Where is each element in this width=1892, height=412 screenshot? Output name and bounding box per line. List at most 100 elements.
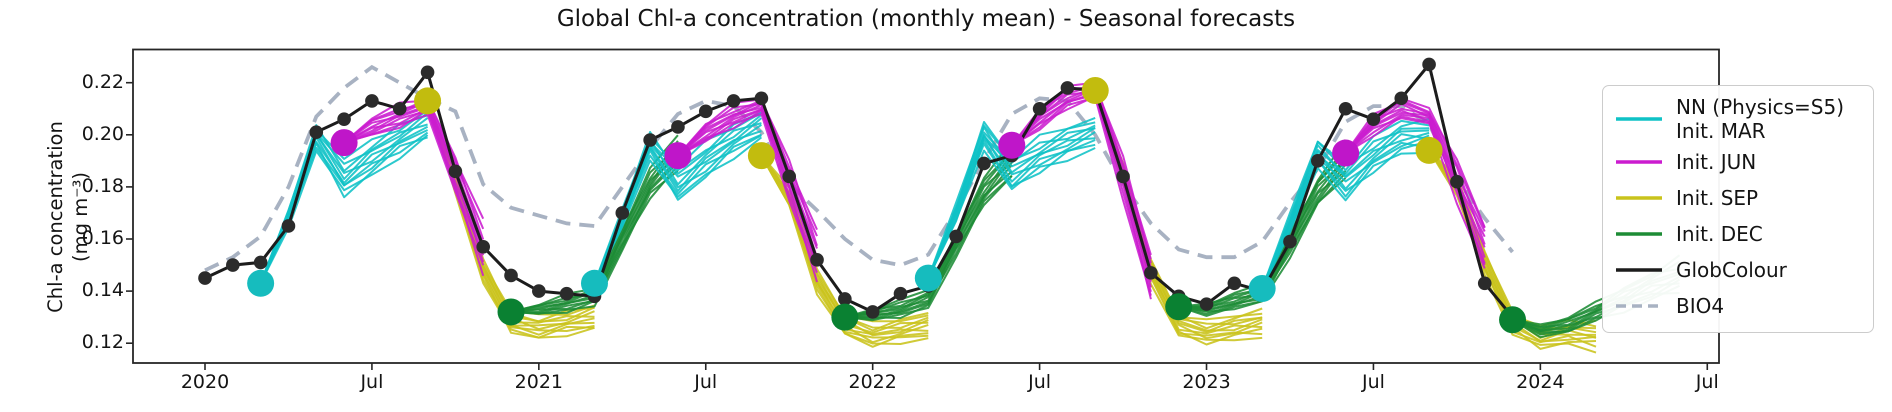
globcolour-marker (559, 286, 574, 301)
globcolour-marker (671, 120, 685, 134)
globcolour-marker (1450, 174, 1464, 189)
init-dot-init-jun (998, 131, 1026, 159)
forecast-member-init-dec (844, 174, 1013, 322)
globcolour-marker (1283, 234, 1297, 249)
init-dot-init-dec (497, 298, 525, 326)
globcolour-marker (1116, 169, 1130, 184)
forecast-member-init-jun (1011, 88, 1152, 288)
forecast-member-init-jun (343, 104, 485, 252)
init-dot-init-jun (330, 129, 358, 157)
forecast-member-init-jun (1011, 85, 1152, 264)
globcolour-marker (337, 112, 351, 126)
globcolour-marker (476, 240, 491, 254)
legend-label: Init. SEP (1676, 186, 1759, 210)
legend-entry: Init. DEC (1615, 216, 1863, 252)
init-dot-init-jun (664, 142, 692, 170)
globcolour-marker (504, 268, 518, 283)
y-tick-label: 0.20 (81, 122, 124, 145)
y-tick-label: 0.12 (81, 331, 124, 354)
forecast-member-init-mar (259, 134, 429, 284)
globcolour-marker (1394, 91, 1409, 106)
legend-label: Init. JUN (1676, 150, 1757, 174)
x-tick-label: Jul (1361, 371, 1385, 393)
legend-entry: GlobColour (1615, 252, 1863, 288)
globcolour-marker (420, 65, 435, 80)
forecast-member-init-jun (1011, 81, 1152, 256)
globcolour-marker (726, 94, 741, 108)
x-tick-label: 2023 (1182, 371, 1231, 393)
globcolour-marker (309, 125, 324, 139)
forecast-member-init-jun (1011, 96, 1152, 296)
init-dot-init-sep (1415, 136, 1443, 164)
forecast-member-init-mar (1261, 119, 1430, 289)
globcolour-marker (1199, 297, 1214, 311)
init-dot-init-dec (831, 303, 859, 331)
chart-title: Global Chl-a concentration (monthly mean… (556, 6, 1296, 32)
legend-label: BIO4 (1676, 294, 1725, 318)
x-tick-label: Jul (360, 371, 384, 393)
init-dot-init-mar (914, 264, 942, 292)
globcolour-marker (1227, 276, 1242, 291)
x-tick-label: 2020 (180, 371, 230, 393)
globcolour-marker (1477, 276, 1492, 291)
y-tick-label: 0.16 (81, 227, 124, 249)
globcolour-marker (198, 271, 212, 285)
globcolour-marker (977, 156, 991, 171)
x-tick-label: 2024 (1516, 371, 1565, 393)
legend-entry: Init. JUN (1615, 144, 1863, 180)
legend-line-sample (1616, 232, 1662, 236)
forecast-member-init-mar (259, 111, 429, 284)
legend-label: GlobColour (1676, 258, 1787, 282)
init-dot-init-dec (1499, 306, 1527, 334)
init-dot-init-dec (1165, 293, 1193, 321)
init-dot-init-sep (1081, 77, 1109, 105)
globcolour-marker (1338, 101, 1353, 116)
forecast-member-init-mar (927, 131, 1096, 279)
globcolour-marker (865, 305, 880, 319)
globcolour-marker (1032, 101, 1047, 116)
legend-line-sample (1616, 268, 1662, 272)
globcolour-marker (698, 104, 713, 119)
init-dot-init-sep (747, 142, 775, 170)
legend-label: Init. DEC (1676, 222, 1763, 246)
y-tick-label: 0.14 (81, 279, 124, 302)
globcolour-marker (810, 253, 824, 267)
globcolour-marker (1144, 266, 1158, 280)
init-dot-init-mar (247, 269, 275, 297)
y-tick-label: 0.22 (81, 70, 124, 93)
forecast-member-init-jun (677, 109, 818, 283)
globcolour-marker (532, 284, 546, 298)
globcolour-marker (838, 292, 852, 306)
globcolour-marker (1311, 154, 1325, 168)
legend-line-sample (1616, 304, 1662, 308)
globcolour-marker (1422, 57, 1436, 72)
forecast-member-init-mar (593, 123, 762, 284)
y-tick-label: 0.18 (81, 174, 124, 197)
globcolour-marker (949, 229, 963, 244)
globcolour-marker (615, 206, 630, 220)
globcolour-marker (226, 258, 240, 272)
globcolour-marker (782, 169, 797, 184)
forecast-member-init-mar (1261, 140, 1430, 289)
forecast-member-init-mar (1261, 134, 1430, 289)
forecast-member-init-mar (593, 117, 763, 284)
globcolour-marker (1366, 112, 1381, 126)
globcolour-marker (365, 94, 379, 108)
init-dot-init-sep (414, 87, 442, 115)
globcolour-marker (253, 255, 268, 270)
init-dot-init-mar (580, 269, 608, 297)
globcolour-marker (281, 219, 296, 233)
legend: NN (Physics=S5) Init. MAR Init. JUN Init. S… (1602, 85, 1874, 333)
globcolour-marker (448, 164, 463, 179)
legend-line-sample (1616, 196, 1662, 200)
legend-entry: Init. SEP (1615, 180, 1863, 216)
globcolour-marker (893, 286, 908, 301)
globcolour-marker (392, 101, 407, 116)
init-dot-init-mar (1248, 274, 1276, 302)
bio4-line (204, 64, 1514, 273)
x-tick-label: Jul (694, 371, 718, 393)
globcolour-marker (1060, 81, 1075, 95)
x-tick-label: Jul (1028, 371, 1052, 393)
